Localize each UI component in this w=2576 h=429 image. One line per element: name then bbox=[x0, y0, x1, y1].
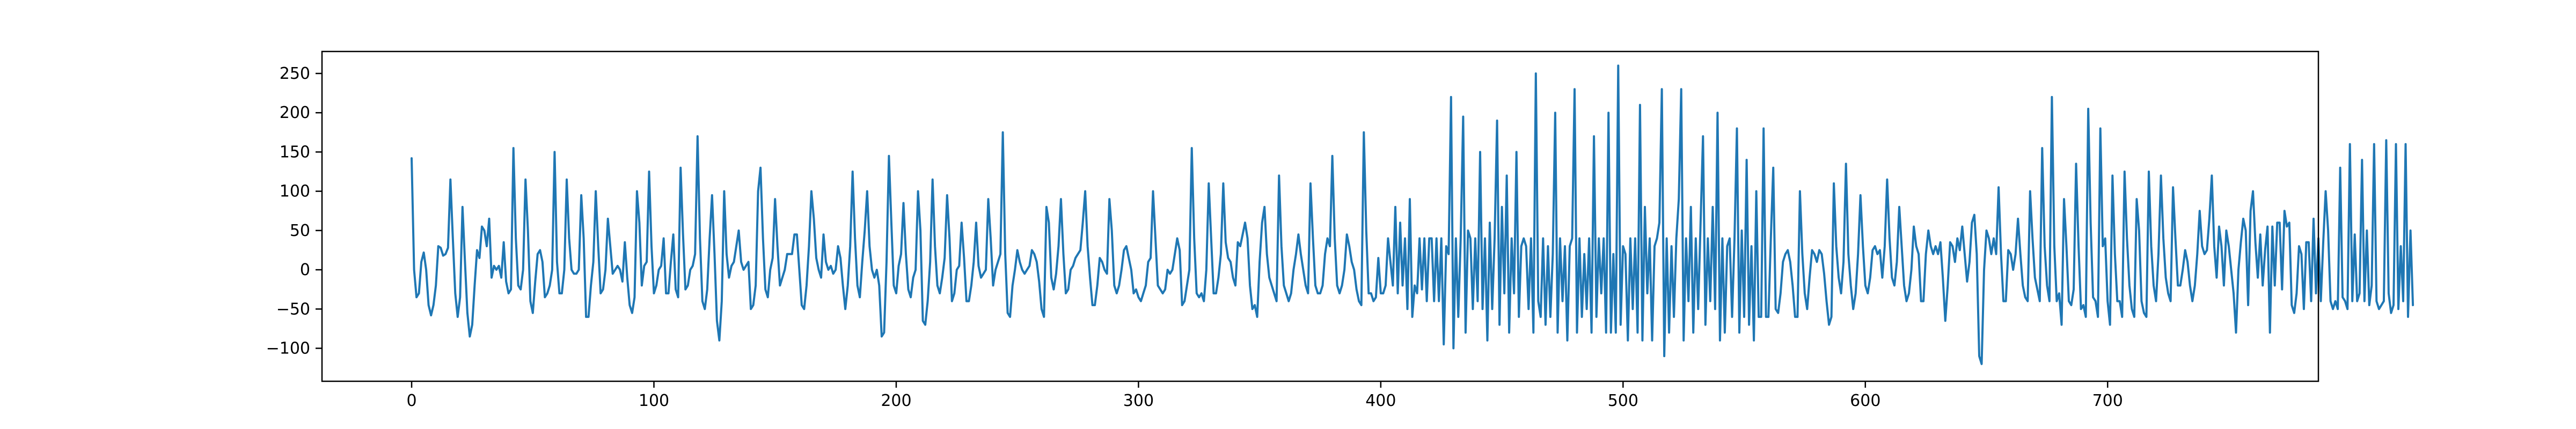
x-tick-label: 0 bbox=[406, 391, 416, 410]
y-tick-label: 50 bbox=[290, 221, 310, 240]
x-tick-label: 700 bbox=[2092, 391, 2123, 410]
y-tick-label: −100 bbox=[266, 339, 310, 358]
x-tick-label: 300 bbox=[1123, 391, 1154, 410]
x-tick-label: 200 bbox=[881, 391, 911, 410]
y-tick-label: 250 bbox=[280, 64, 310, 83]
y-axis: −100 −50 0 50 100 150 200 250 bbox=[266, 64, 322, 358]
x-tick-label: 500 bbox=[1608, 391, 1638, 410]
x-tick-label: 100 bbox=[639, 391, 669, 410]
y-tick-label: 200 bbox=[280, 103, 310, 122]
y-tick-label: 100 bbox=[280, 182, 310, 201]
y-tick-label: 0 bbox=[300, 261, 310, 279]
x-axis: 0 100 200 300 400 500 600 700 bbox=[406, 381, 2123, 410]
x-tick-label: 400 bbox=[1365, 391, 1396, 410]
y-tick-label: −50 bbox=[276, 300, 310, 319]
x-tick-label: 600 bbox=[1850, 391, 1880, 410]
y-tick-label: 150 bbox=[280, 143, 310, 161]
series-line bbox=[411, 64, 2414, 365]
plot-frame bbox=[321, 50, 2319, 382]
